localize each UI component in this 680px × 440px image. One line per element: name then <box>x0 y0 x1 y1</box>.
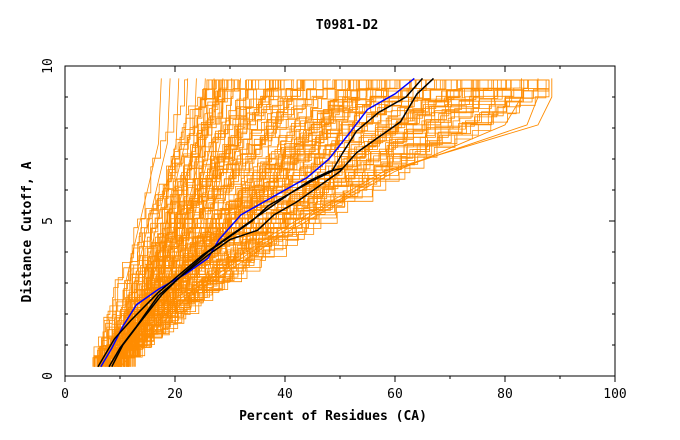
x-tick-label: 40 <box>277 387 293 402</box>
series-line-1 <box>100 77 415 368</box>
model-curve <box>169 78 206 284</box>
model-curve <box>93 79 490 367</box>
model-curve <box>151 78 189 284</box>
model-curve <box>107 79 527 367</box>
model-curve <box>119 78 522 368</box>
x-tick-label: 20 <box>167 387 183 402</box>
y-axis-label: Distance Cutoff, A <box>20 161 35 302</box>
x-tick-label: 60 <box>387 387 403 402</box>
model-curve <box>114 78 539 368</box>
series-line-3 <box>108 77 435 368</box>
model-curve <box>125 78 162 284</box>
model-curve <box>99 79 254 367</box>
model-curve <box>96 79 219 367</box>
model-curve <box>124 79 550 367</box>
model-curve <box>186 78 224 284</box>
model-curve <box>128 79 550 367</box>
x-tick-label: 80 <box>497 387 513 402</box>
model-curve <box>93 79 306 367</box>
series-line-4 <box>111 167 343 368</box>
model-curve <box>108 78 553 368</box>
model-curve <box>195 78 233 284</box>
highlight-series <box>97 77 435 368</box>
model-curve <box>101 79 239 367</box>
chart-title: T0981-D2 <box>316 18 379 33</box>
model-curve <box>204 78 241 284</box>
x-tick-label: 100 <box>603 387 626 402</box>
model-curve <box>99 79 444 367</box>
x-tick-label: 0 <box>61 387 69 402</box>
model-curve <box>160 78 197 284</box>
y-tick-label: 5 <box>41 217 56 225</box>
model-curve <box>133 78 171 284</box>
y-tick-label: 10 <box>41 58 56 74</box>
x-axis-label: Percent of Residues (CA) <box>239 409 427 424</box>
y-tick-label: 0 <box>41 372 56 380</box>
model-curve <box>94 79 317 367</box>
model-curve <box>104 79 411 367</box>
model-curve <box>103 79 549 367</box>
model-curve <box>142 78 180 284</box>
model-curve <box>97 79 293 367</box>
y-axis-ticks: 0 5 10 <box>41 58 615 380</box>
background-model-curves <box>92 78 553 368</box>
model-curve <box>102 79 404 367</box>
series-line-2 <box>97 77 424 368</box>
x-axis-ticks: 0 20 40 60 80 100 <box>61 66 627 402</box>
model-curve <box>177 78 215 284</box>
